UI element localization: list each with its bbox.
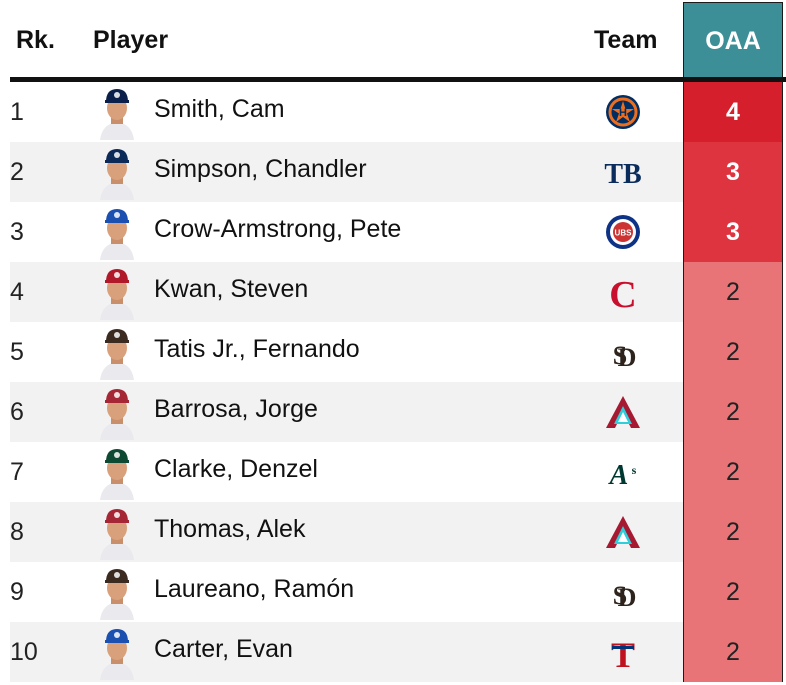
player-name-link[interactable]: Laureano, Ramón (154, 575, 355, 603)
rank-cell: 10 (10, 638, 38, 666)
rank-cell: 4 (10, 278, 24, 306)
header-divider (10, 77, 786, 82)
player-name-link[interactable]: Tatis Jr., Fernando (154, 335, 360, 363)
rays-logo-icon: TB (603, 152, 643, 192)
table-row[interactable]: 9 Laureano, Ramón S D 2 (0, 562, 786, 622)
table-row[interactable]: 10 Carter, Evan T 2 (0, 622, 786, 682)
player-headshot (96, 564, 138, 620)
rank-column-header[interactable]: Rk. (16, 26, 55, 54)
rank-cell: 3 (10, 218, 24, 246)
player-headshot (96, 444, 138, 500)
oaa-cell: 3 (683, 142, 783, 202)
rank-cell: 8 (10, 518, 24, 546)
player-name-link[interactable]: Barrosa, Jorge (154, 395, 318, 423)
player-headshot (96, 624, 138, 680)
oaa-cell: 2 (683, 622, 783, 682)
rangers-logo-icon: T (603, 632, 643, 675)
table-row[interactable]: 5 Tatis Jr., Fernando S D 2 (0, 322, 786, 382)
player-name-link[interactable]: Carter, Evan (154, 635, 293, 663)
oaa-cell: 2 (683, 502, 783, 562)
player-headshot (96, 384, 138, 440)
rank-cell: 6 (10, 398, 24, 426)
svg-text:D: D (618, 583, 637, 612)
rank-cell: 1 (10, 98, 24, 126)
svg-text:H: H (619, 107, 627, 119)
player-name-link[interactable]: Simpson, Chandler (154, 155, 367, 183)
oaa-cell: 2 (683, 562, 783, 622)
player-name-link[interactable]: Kwan, Steven (154, 275, 309, 303)
oaa-column-header[interactable]: OAA (683, 2, 783, 78)
guardians-logo-icon: C (603, 272, 643, 316)
player-column-header[interactable]: Player (93, 26, 169, 54)
dbacks-logo-icon (603, 512, 643, 552)
svg-text:s: s (632, 463, 637, 477)
oaa-cell: 3 (683, 202, 783, 262)
svg-text:C: C (609, 274, 636, 312)
table-row[interactable]: 3 Crow-Armstrong, Pete UBS 3 (0, 202, 786, 262)
player-headshot (96, 504, 138, 560)
svg-text:A: A (608, 460, 629, 491)
rank-cell: 9 (10, 578, 24, 606)
rank-cell: 5 (10, 338, 24, 366)
player-headshot (96, 84, 138, 140)
player-headshot (96, 144, 138, 200)
oaa-cell: 2 (683, 382, 783, 442)
player-headshot (96, 204, 138, 260)
svg-text:S: S (613, 581, 627, 610)
player-headshot (96, 264, 138, 320)
player-name-link[interactable]: Smith, Cam (154, 95, 285, 123)
svg-text:TB: TB (604, 159, 641, 190)
oaa-cell: 2 (683, 262, 783, 322)
dbacks-logo-icon (603, 392, 643, 432)
oaa-cell: 2 (683, 442, 783, 502)
rank-cell: 7 (10, 458, 24, 486)
astros-logo-icon: H (603, 92, 643, 132)
rank-cell: 2 (10, 158, 24, 186)
table-row[interactable]: 2 Simpson, Chandler TB 3 (0, 142, 786, 202)
oaa-cell: 2 (683, 322, 783, 382)
svg-text:D: D (618, 343, 637, 372)
oaa-cell: 4 (683, 82, 783, 142)
table-row[interactable]: 4 Kwan, Steven C 2 (0, 262, 786, 322)
svg-text:S: S (613, 341, 627, 370)
team-column-header[interactable]: Team (594, 26, 658, 54)
player-name-link[interactable]: Thomas, Alek (154, 515, 306, 543)
svg-text:T: T (611, 635, 635, 672)
cubs-logo-icon: UBS (603, 212, 643, 252)
svg-text:UBS: UBS (615, 229, 633, 238)
table-row[interactable]: 6 Barrosa, Jorge 2 (0, 382, 786, 442)
player-name-link[interactable]: Crow-Armstrong, Pete (154, 215, 402, 243)
table-row[interactable]: 1 Smith, Cam H 4 (0, 82, 786, 142)
player-headshot (96, 324, 138, 380)
table-header: Rk. Player Team OAA (0, 0, 786, 82)
player-name-link[interactable]: Clarke, Denzel (154, 455, 318, 483)
table-row[interactable]: 8 Thomas, Alek 2 (0, 502, 786, 562)
